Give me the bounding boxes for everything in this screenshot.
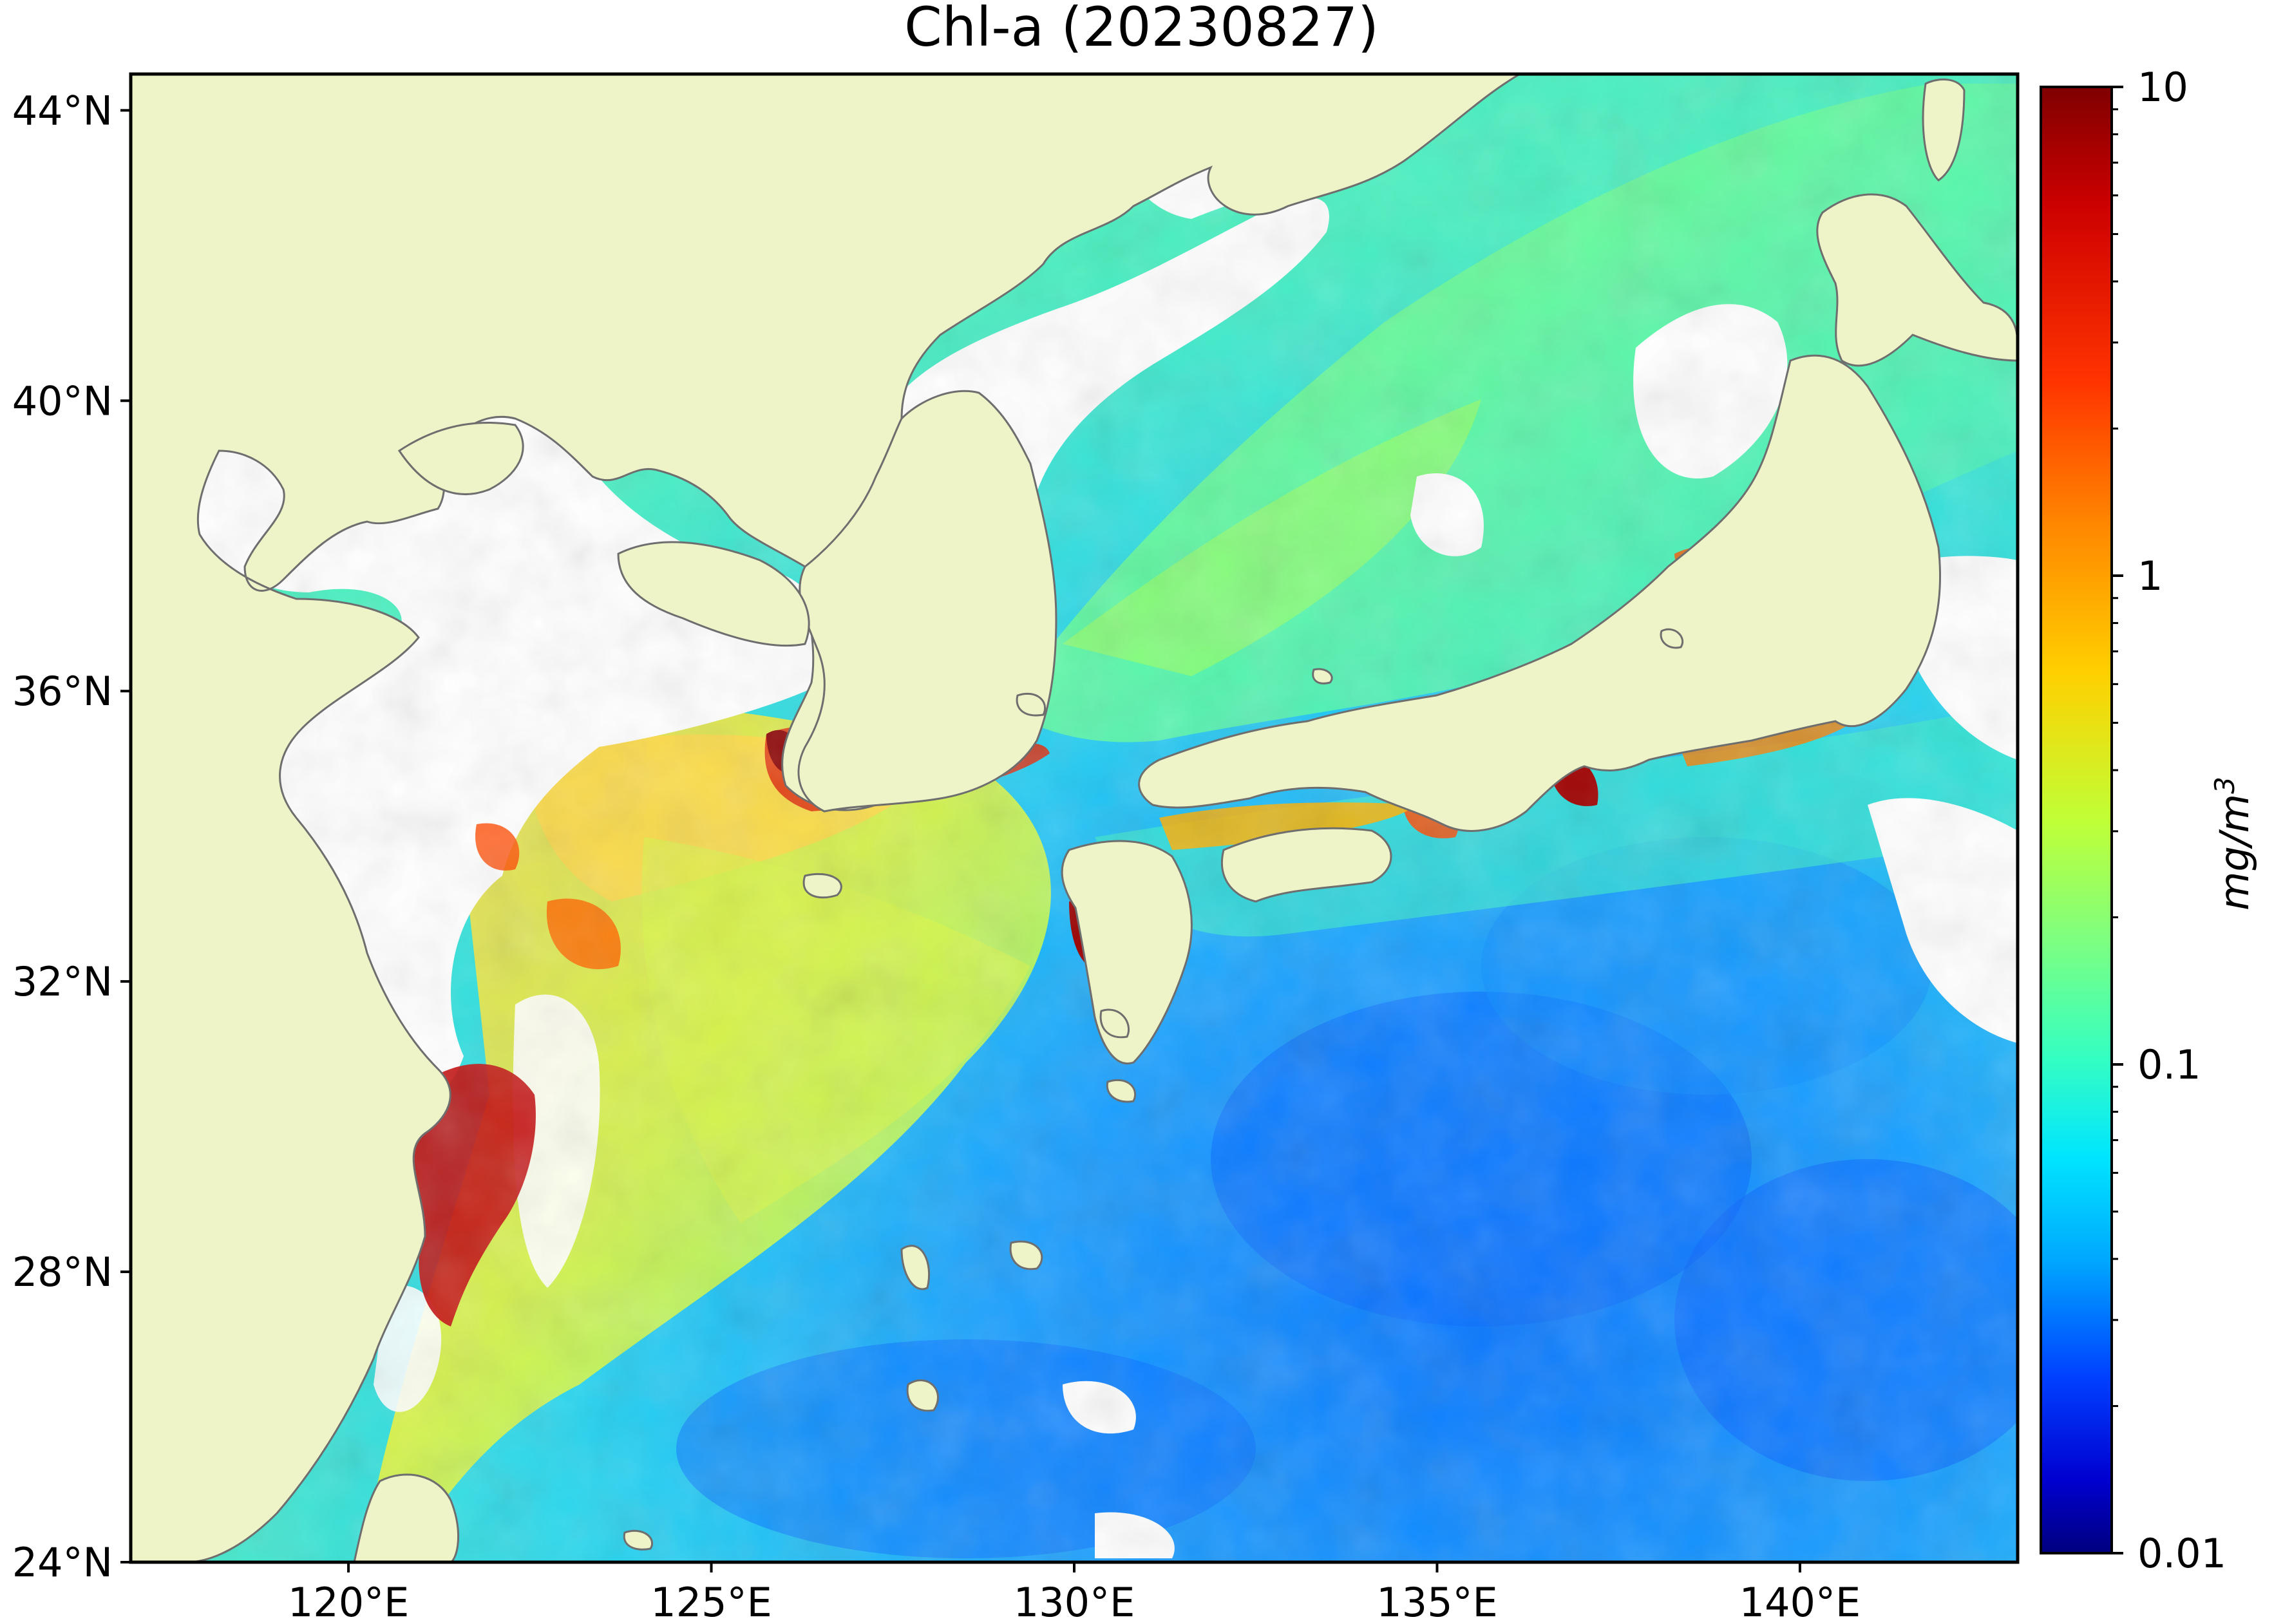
island [900,1245,931,1290]
latitude-axis: 44°N 40°N 36°N 32°N 28°N 24°N [12,87,131,1586]
island [1016,692,1047,717]
lon-tick-label: 130°E [1014,1579,1135,1624]
lon-tick-label: 125°E [650,1579,772,1624]
colorbar-unit-label: mg/m3 [2209,777,2258,911]
longitude-axis: 120°E 125°E 130°E 135°E 140°E [288,1562,1861,1624]
colorbar-ticks: 10 1 0.1 0.01 [2112,64,2226,1577]
lon-tick-label: 135°E [1376,1579,1498,1624]
map-area [131,74,2018,1562]
colorbar-tick-label: 10 [2137,64,2188,111]
hokkaido [1816,193,2018,367]
island [1009,1240,1043,1270]
colorbar-tick-label: 1 [2137,552,2163,600]
island [1099,1008,1130,1039]
colorbar-frame [2040,86,2113,1554]
liaodong-peninsula [397,421,524,495]
lat-tick-label: 40°N [12,377,113,424]
map-title: Chl-a (20230827) [904,0,1379,59]
island [1106,1079,1137,1103]
island [623,1529,653,1551]
lat-tick-label: 36°N [12,668,113,715]
honshu [1138,354,1942,832]
jeju-island [802,873,842,899]
okinawa-island [906,1379,939,1412]
island [1312,668,1333,685]
shandong-peninsula [617,541,810,647]
lat-tick-label: 44°N [12,87,113,134]
colorbar [2041,87,2112,1553]
lat-tick-label: 28°N [12,1249,113,1296]
colorbar-tick-label: 0.1 [2137,1041,2201,1088]
lon-tick-label: 120°E [288,1579,410,1624]
korean-peninsula [797,390,1057,813]
kyushu [1061,840,1193,1065]
china-korea-mainland [131,74,1522,1562]
lat-tick-label: 24°N [12,1539,113,1586]
landmass [131,74,2018,1562]
sakhalin [1922,78,1966,182]
taiwan [353,1473,459,1562]
shikoku [1220,827,1392,903]
lat-tick-label: 32°N [12,958,113,1005]
colorbar-tick-label: 0.01 [2137,1530,2226,1577]
island [1660,628,1684,649]
lon-tick-label: 140°E [1739,1579,1861,1624]
